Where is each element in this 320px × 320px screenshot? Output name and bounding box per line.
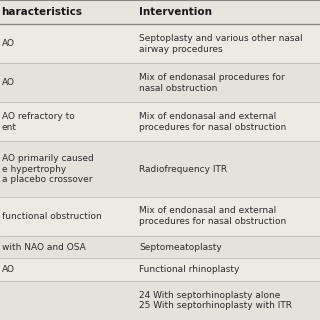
Bar: [0, 197, 320, 236]
Text: Mix of endonasal and external
procedures for nasal obstruction: Mix of endonasal and external procedures…: [139, 112, 286, 132]
Text: Functional rhinoplasty: Functional rhinoplasty: [139, 265, 240, 274]
Text: functional obstruction: functional obstruction: [2, 212, 101, 221]
Bar: [0, 63, 320, 102]
Text: Septomeatoplasty: Septomeatoplasty: [139, 243, 222, 252]
Text: Septoplasty and various other nasal
airway procedures: Septoplasty and various other nasal airw…: [139, 34, 303, 54]
Text: Mix of endonasal procedures for
nasal obstruction: Mix of endonasal procedures for nasal ob…: [139, 73, 285, 93]
Text: Radiofrequency ITR: Radiofrequency ITR: [139, 164, 227, 173]
Bar: [0, 0, 320, 24]
Bar: [0, 236, 320, 258]
Text: AO primarily caused
e hypertrophy
a placebo crossover: AO primarily caused e hypertrophy a plac…: [2, 154, 93, 184]
Text: 24 With septorhinoplasty alone
25 With septorhinoplasty with ITR: 24 With septorhinoplasty alone 25 With s…: [139, 291, 292, 310]
Text: Intervention: Intervention: [139, 7, 212, 17]
Text: with NAO and OSA: with NAO and OSA: [2, 243, 85, 252]
Text: haracteristics: haracteristics: [2, 7, 83, 17]
Text: Mix of endonasal and external
procedures for nasal obstruction: Mix of endonasal and external procedures…: [139, 206, 286, 226]
Text: AO refractory to
ent: AO refractory to ent: [2, 112, 74, 132]
Bar: [0, 258, 320, 281]
Text: AO: AO: [2, 265, 15, 274]
Bar: [0, 24, 320, 63]
Text: AO: AO: [2, 39, 15, 48]
Text: AO: AO: [2, 78, 15, 87]
Bar: [0, 281, 320, 320]
Bar: [0, 102, 320, 141]
Bar: [0, 141, 320, 197]
